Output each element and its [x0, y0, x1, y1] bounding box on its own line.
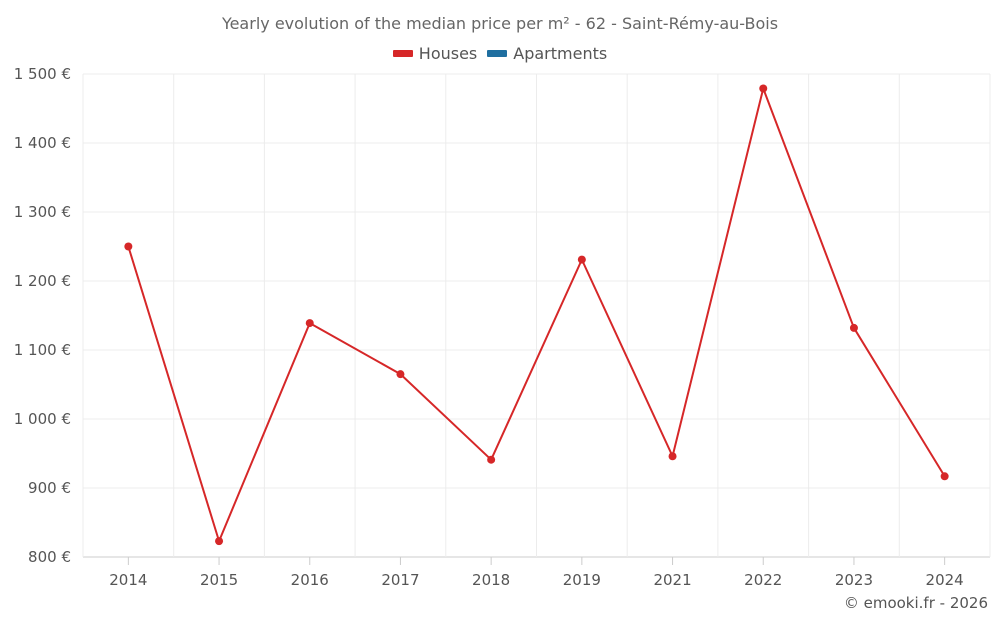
- x-tick-label: 2024: [926, 571, 964, 589]
- legend-swatch-houses: [392, 50, 413, 57]
- series-line-houses: [127, 87, 946, 543]
- data-point: [305, 319, 314, 328]
- y-tick-label: 1 400 €: [14, 134, 71, 152]
- x-tick-label: 2014: [109, 571, 147, 589]
- data-point: [668, 452, 677, 461]
- legend-item-apartments[interactable]: Apartments: [487, 44, 607, 63]
- legend-item-houses[interactable]: Houses: [392, 44, 478, 63]
- x-tick-label: 2022: [744, 571, 782, 589]
- data-point: [396, 370, 405, 379]
- y-tick-label: 1 000 €: [14, 410, 71, 428]
- y-tick-label: 1 300 €: [14, 203, 71, 221]
- chart-legend: Houses Apartments: [0, 44, 1000, 63]
- x-tick-label: 2023: [835, 571, 873, 589]
- y-tick-label: 1 500 €: [14, 65, 71, 83]
- legend-label-apartments: Apartments: [513, 44, 608, 63]
- data-point: [215, 537, 224, 546]
- legend-label-houses: Houses: [418, 44, 478, 63]
- data-point: [849, 323, 858, 332]
- chart-title: Yearly evolution of the median price per…: [221, 14, 779, 33]
- x-tick-label: 2019: [563, 571, 601, 589]
- x-tick-label: 2016: [291, 571, 329, 589]
- data-point: [759, 84, 768, 93]
- data-point: [124, 242, 133, 251]
- y-tick-label: 900 €: [28, 479, 71, 497]
- y-tick-label: 1 200 €: [14, 272, 71, 290]
- data-point: [577, 255, 586, 264]
- x-tick-label: 2021: [653, 571, 691, 589]
- legend-swatch-apartments: [487, 50, 508, 57]
- data-point: [940, 472, 949, 481]
- y-tick-label: 1 100 €: [14, 341, 71, 359]
- y-tick-label: 800 €: [28, 548, 71, 566]
- x-tick-label: 2017: [381, 571, 419, 589]
- x-tick-label: 2018: [472, 571, 510, 589]
- credit-text: © emooki.fr - 2026: [843, 594, 988, 612]
- x-tick-label: 2015: [200, 571, 238, 589]
- data-point: [487, 455, 496, 464]
